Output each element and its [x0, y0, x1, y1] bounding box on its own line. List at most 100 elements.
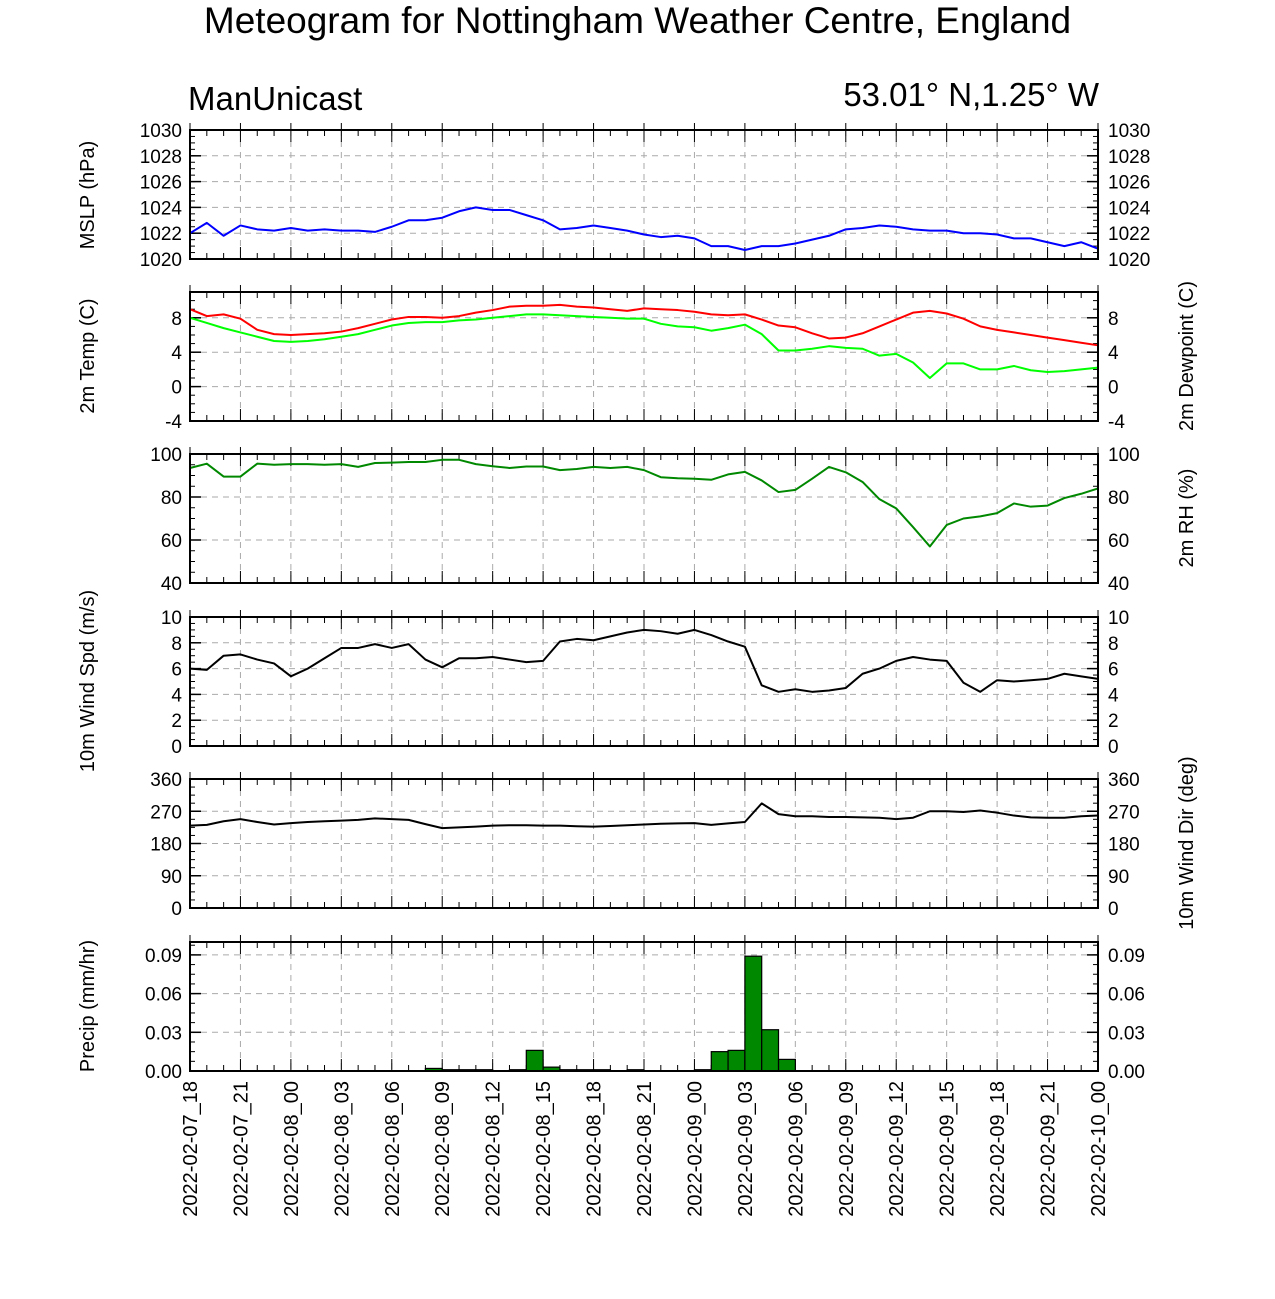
y-tick-label-left: 180: [150, 835, 182, 856]
x-tick-label: 2022-02-08_15: [533, 1081, 555, 1217]
y-tick-label-left: 4: [171, 685, 182, 706]
y-tick-label-left: 100: [150, 445, 182, 466]
y-axis-title-left: Precip (mm/hr): [77, 940, 99, 1072]
panel-frame: [189, 453, 1099, 584]
x-tick-label: 2022-02-09_03: [735, 1081, 757, 1217]
y-tick-label-right: 4: [1108, 685, 1119, 706]
y-tick-label-left: 0: [171, 737, 182, 758]
series-line: [189, 458, 1099, 548]
y-tick-label-right: 4: [1108, 343, 1119, 364]
y-tick-label-right: 180: [1108, 835, 1140, 856]
y-tick-label-right: 40: [1108, 574, 1129, 595]
y-tick-label-right: 0: [1108, 737, 1119, 758]
y-tick-label-right: 0.00: [1108, 1062, 1145, 1083]
precip-bar: [525, 1049, 544, 1072]
model-name: ManUnicast: [188, 80, 363, 117]
y-tick-label-right: 6: [1108, 660, 1119, 681]
y-axis-title-right: 2m Dewpoint (C): [1176, 281, 1198, 431]
panel-frame: [189, 778, 1099, 909]
series-line: [189, 802, 1099, 830]
series-line: [189, 303, 1099, 347]
precip-bar: [710, 1051, 729, 1072]
x-tick-label: 2022-02-07_18: [180, 1081, 202, 1217]
y-tick-label-left: 360: [150, 770, 182, 791]
y-tick-label-left: 2: [171, 711, 182, 732]
y-tick-label-right: 100: [1108, 445, 1140, 466]
y-tick-label-right: 1030: [1108, 121, 1150, 142]
y-tick-label-right: 1026: [1108, 173, 1150, 194]
x-tick-label: 2022-02-09_00: [684, 1081, 706, 1217]
y-tick-label-right: 1028: [1108, 147, 1150, 168]
y-tick-label-right: 2: [1108, 711, 1119, 732]
y-axis-title-left: MSLP (hPa): [77, 141, 99, 250]
x-tick-label: 2022-02-09_06: [785, 1081, 807, 1217]
y-tick-label-right: 1022: [1108, 224, 1150, 245]
y-tick-label-left: 1020: [140, 250, 182, 271]
y-tick-label-left: 8: [171, 309, 182, 330]
y-axis-title-left: 10m Wind Spd (m/s): [77, 590, 99, 772]
x-tick-label: 2022-02-08_03: [331, 1081, 353, 1217]
y-tick-label-left: 6: [171, 660, 182, 681]
y-axis-title-right: 10m Wind Dir (deg): [1176, 756, 1198, 929]
x-tick-label: 2022-02-07_21: [230, 1081, 252, 1217]
y-tick-label-right: 90: [1108, 867, 1129, 888]
y-tick-label-right: 8: [1108, 309, 1119, 330]
y-axis-title-left: 2m Temp (C): [77, 298, 99, 413]
y-tick-label-left: 10: [161, 608, 182, 629]
y-tick-label-right: 0.06: [1108, 985, 1145, 1006]
x-tick-label: 2022-02-08_09: [432, 1081, 454, 1217]
x-tick-label: 2022-02-08_21: [634, 1081, 656, 1217]
y-tick-label-left: 0.06: [145, 985, 182, 1006]
x-tick-label: 2022-02-09_18: [987, 1081, 1009, 1217]
y-tick-label-left: 4: [171, 343, 182, 364]
y-tick-label-left: -4: [165, 412, 182, 433]
y-tick-label-right: 1024: [1108, 198, 1151, 219]
panel-frame: [189, 616, 1099, 747]
y-tick-label-left: 1024: [140, 198, 183, 219]
y-tick-label-left: 0: [171, 378, 182, 399]
y-tick-label-left: 1022: [140, 224, 182, 245]
precip-bar: [727, 1049, 746, 1072]
x-tick-label: 2022-02-09_09: [836, 1081, 858, 1217]
panel-frame: [189, 129, 1099, 260]
y-tick-label-right: 360: [1108, 770, 1140, 791]
x-tick-label: 2022-02-08_18: [584, 1081, 606, 1217]
y-tick-label-right: 80: [1108, 488, 1129, 509]
y-tick-label-left: 1026: [140, 173, 182, 194]
chart-title: Meteogram for Nottingham Weather Centre,…: [203, 0, 1072, 41]
series-line: [189, 313, 1099, 379]
precip-bar: [744, 955, 763, 1072]
y-tick-label-right: 1020: [1108, 250, 1150, 271]
y-tick-label-left: 8: [171, 634, 182, 655]
y-tick-label-left: 60: [161, 531, 182, 552]
y-axis-title-right: 2m RH (%): [1176, 469, 1198, 568]
y-tick-label-left: 90: [161, 867, 182, 888]
series-line: [189, 628, 1099, 693]
y-tick-label-left: 80: [161, 488, 182, 509]
y-tick-label-right: 270: [1108, 802, 1140, 823]
y-tick-label-right: 10: [1108, 608, 1129, 629]
x-tick-label: 2022-02-08_06: [382, 1081, 404, 1217]
y-tick-label-right: 8: [1108, 634, 1119, 655]
x-tick-label: 2022-02-08_00: [281, 1081, 303, 1217]
precip-bar: [777, 1058, 796, 1072]
x-tick-label: 2022-02-09_21: [1038, 1081, 1060, 1217]
y-tick-label-left: 40: [161, 574, 182, 595]
y-tick-label-left: 1028: [140, 147, 182, 168]
y-tick-label-right: 60: [1108, 531, 1129, 552]
x-tick-label: 2022-02-10_00: [1088, 1081, 1110, 1217]
x-tick-label: 2022-02-08_12: [483, 1081, 505, 1217]
y-tick-label-right: 0.03: [1108, 1023, 1145, 1044]
y-tick-label-left: 0.09: [145, 946, 182, 967]
y-tick-label-left: 0: [171, 899, 182, 920]
y-tick-label-right: 0.09: [1108, 946, 1145, 967]
location-coordinates: 53.01° N,1.25° W: [843, 76, 1099, 113]
y-tick-label-right: 0: [1108, 899, 1119, 920]
y-tick-label-right: -4: [1108, 412, 1125, 433]
y-tick-label-left: 0.00: [145, 1062, 182, 1083]
y-tick-label-right: 0: [1108, 378, 1119, 399]
y-tick-label-left: 0.03: [145, 1023, 182, 1044]
series-line: [189, 206, 1099, 251]
panel-frame: [189, 941, 1099, 1072]
